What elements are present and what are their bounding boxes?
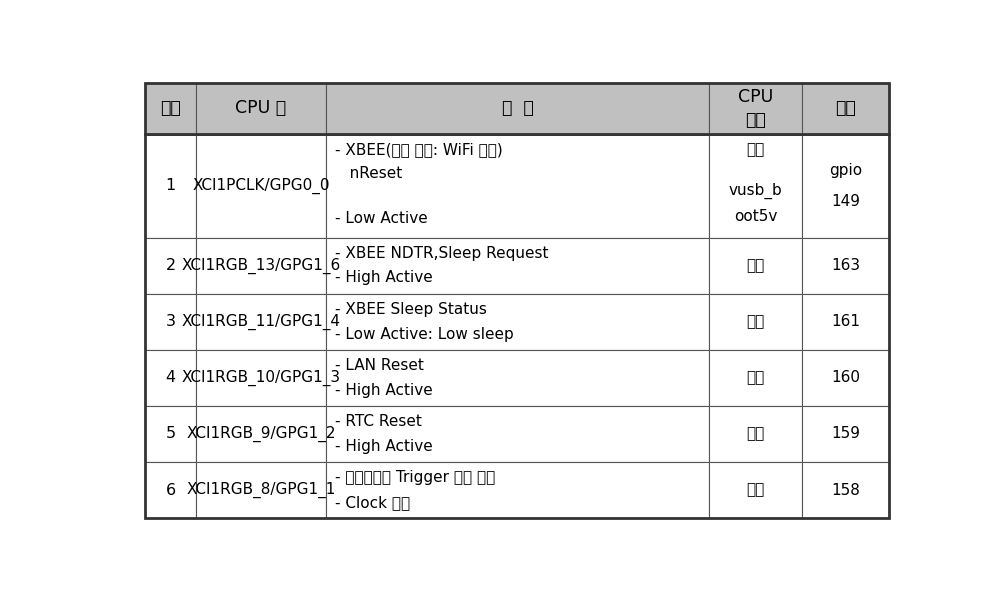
Bar bbox=[326, 134, 709, 237]
Text: CPU
설정: CPU 설정 bbox=[738, 88, 773, 129]
Bar bbox=[196, 83, 326, 134]
Text: - XBEE NDTR,Sleep Request: - XBEE NDTR,Sleep Request bbox=[335, 246, 549, 261]
Bar bbox=[196, 134, 326, 237]
Text: 3: 3 bbox=[166, 314, 175, 329]
Bar bbox=[709, 83, 803, 134]
Bar bbox=[326, 237, 709, 294]
Bar bbox=[803, 406, 889, 462]
Bar bbox=[326, 406, 709, 462]
Text: vusb_b: vusb_b bbox=[729, 183, 782, 199]
Bar bbox=[709, 294, 803, 350]
Text: 출력: 출력 bbox=[746, 370, 764, 386]
Text: 159: 159 bbox=[831, 427, 860, 441]
Text: 6: 6 bbox=[165, 483, 176, 497]
Bar bbox=[326, 294, 709, 350]
Text: XCI1RGB_8/GPG1_1: XCI1RGB_8/GPG1_1 bbox=[186, 482, 335, 498]
Bar bbox=[145, 294, 196, 350]
Text: XCI1RGB_13/GPG1_6: XCI1RGB_13/GPG1_6 bbox=[181, 258, 340, 274]
Text: - Low Active: - Low Active bbox=[335, 211, 428, 226]
Bar bbox=[326, 350, 709, 406]
Bar bbox=[326, 462, 709, 518]
Text: - 분석카메라 Trigger 신호 출력: - 분석카메라 Trigger 신호 출력 bbox=[335, 470, 495, 485]
Text: - High Active: - High Active bbox=[335, 271, 433, 286]
Text: XCI1RGB_9/GPG1_2: XCI1RGB_9/GPG1_2 bbox=[186, 426, 335, 442]
Bar bbox=[196, 406, 326, 462]
Bar bbox=[145, 134, 196, 237]
Bar bbox=[145, 83, 196, 134]
Text: 161: 161 bbox=[831, 314, 860, 329]
Text: gpio: gpio bbox=[829, 162, 862, 177]
Bar bbox=[196, 350, 326, 406]
Bar bbox=[145, 237, 196, 294]
Bar bbox=[709, 237, 803, 294]
Text: 출력: 출력 bbox=[746, 258, 764, 273]
Text: nReset: nReset bbox=[335, 165, 402, 181]
Bar bbox=[196, 462, 326, 518]
Bar bbox=[709, 406, 803, 462]
Text: 160: 160 bbox=[831, 370, 860, 386]
Text: 149: 149 bbox=[831, 194, 860, 209]
Text: 입력: 입력 bbox=[746, 314, 764, 329]
Text: 출력: 출력 bbox=[746, 142, 764, 156]
Bar bbox=[196, 294, 326, 350]
Bar bbox=[196, 237, 326, 294]
Text: 158: 158 bbox=[831, 483, 860, 497]
Text: - LAN Reset: - LAN Reset bbox=[335, 358, 424, 373]
Text: XCI1RGB_11/GPG1_4: XCI1RGB_11/GPG1_4 bbox=[181, 314, 340, 330]
Bar bbox=[145, 350, 196, 406]
Bar bbox=[326, 83, 709, 134]
Bar bbox=[803, 134, 889, 237]
Text: 2: 2 bbox=[165, 258, 176, 273]
Text: CPU 핀: CPU 핀 bbox=[236, 99, 287, 117]
Text: - XBEE Sleep Status: - XBEE Sleep Status bbox=[335, 302, 487, 317]
Text: oot5v: oot5v bbox=[734, 209, 777, 224]
Text: 1: 1 bbox=[165, 178, 176, 193]
Text: XCI1PCLK/GPG0_0: XCI1PCLK/GPG0_0 bbox=[192, 177, 329, 194]
Text: - Low Active: Low sleep: - Low Active: Low sleep bbox=[335, 327, 514, 342]
Text: - Clock 출력: - Clock 출력 bbox=[335, 495, 410, 510]
Bar bbox=[803, 294, 889, 350]
Text: 기  능: 기 능 bbox=[501, 99, 534, 117]
Text: - High Active: - High Active bbox=[335, 383, 433, 397]
Text: XCI1RGB_10/GPG1_3: XCI1RGB_10/GPG1_3 bbox=[181, 369, 340, 386]
Bar bbox=[803, 350, 889, 406]
Text: 비고: 비고 bbox=[835, 99, 856, 117]
Text: 출력: 출력 bbox=[746, 427, 764, 441]
Text: 순번: 순번 bbox=[160, 99, 181, 117]
Bar bbox=[709, 134, 803, 237]
Bar bbox=[803, 237, 889, 294]
Text: - RTC Reset: - RTC Reset bbox=[335, 414, 422, 429]
Text: 5: 5 bbox=[165, 427, 176, 441]
Text: - High Active: - High Active bbox=[335, 439, 433, 454]
Bar bbox=[709, 462, 803, 518]
Bar bbox=[803, 462, 889, 518]
Text: 163: 163 bbox=[831, 258, 860, 273]
Text: 4: 4 bbox=[165, 370, 176, 386]
Bar bbox=[803, 83, 889, 134]
Bar bbox=[145, 406, 196, 462]
Bar bbox=[709, 350, 803, 406]
Text: 출력: 출력 bbox=[746, 483, 764, 497]
Bar bbox=[145, 462, 196, 518]
Text: - XBEE(무선 모듈: WiFi 포함): - XBEE(무선 모듈: WiFi 포함) bbox=[335, 142, 502, 156]
